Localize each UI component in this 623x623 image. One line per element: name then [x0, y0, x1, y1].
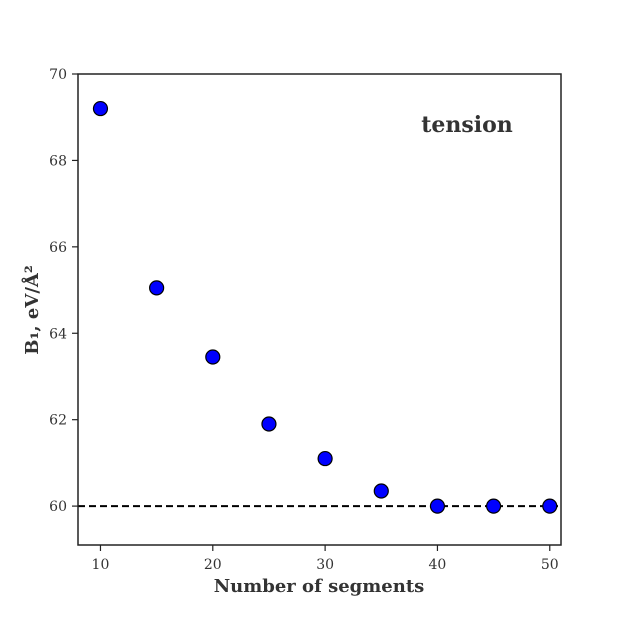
x-tick-label: 40 [429, 557, 447, 573]
data-point [542, 498, 558, 514]
y-tick-label: 70 [49, 67, 67, 83]
x-tick-label: 50 [541, 557, 559, 573]
axis-ticks: 10 20 30 40 50 60 62 64 66 68 70 [49, 67, 559, 573]
data-point [429, 498, 446, 514]
y-tick-label: 68 [49, 153, 67, 169]
data-point [486, 498, 502, 514]
x-axis-label: Number of segments [214, 576, 425, 597]
x-tick-label: 30 [316, 557, 334, 573]
y-tick-label: 66 [49, 240, 67, 256]
plot-area [78, 100, 561, 514]
y-tick-label: 62 [49, 413, 67, 429]
plot-frame [77, 73, 562, 546]
y-tick-label: 64 [49, 326, 67, 342]
data-point [205, 349, 221, 365]
data-point [373, 483, 389, 499]
data-point [261, 416, 277, 432]
x-tick-label: 20 [204, 557, 222, 573]
data-point [317, 450, 333, 467]
y-tick-label: 60 [49, 499, 67, 515]
y-axis-label: B₁, eV/Å² [20, 265, 43, 354]
x-tick-label: 10 [92, 557, 110, 573]
annotation-tension: tension [421, 112, 513, 138]
data-point [92, 100, 109, 117]
data-point [149, 280, 165, 296]
